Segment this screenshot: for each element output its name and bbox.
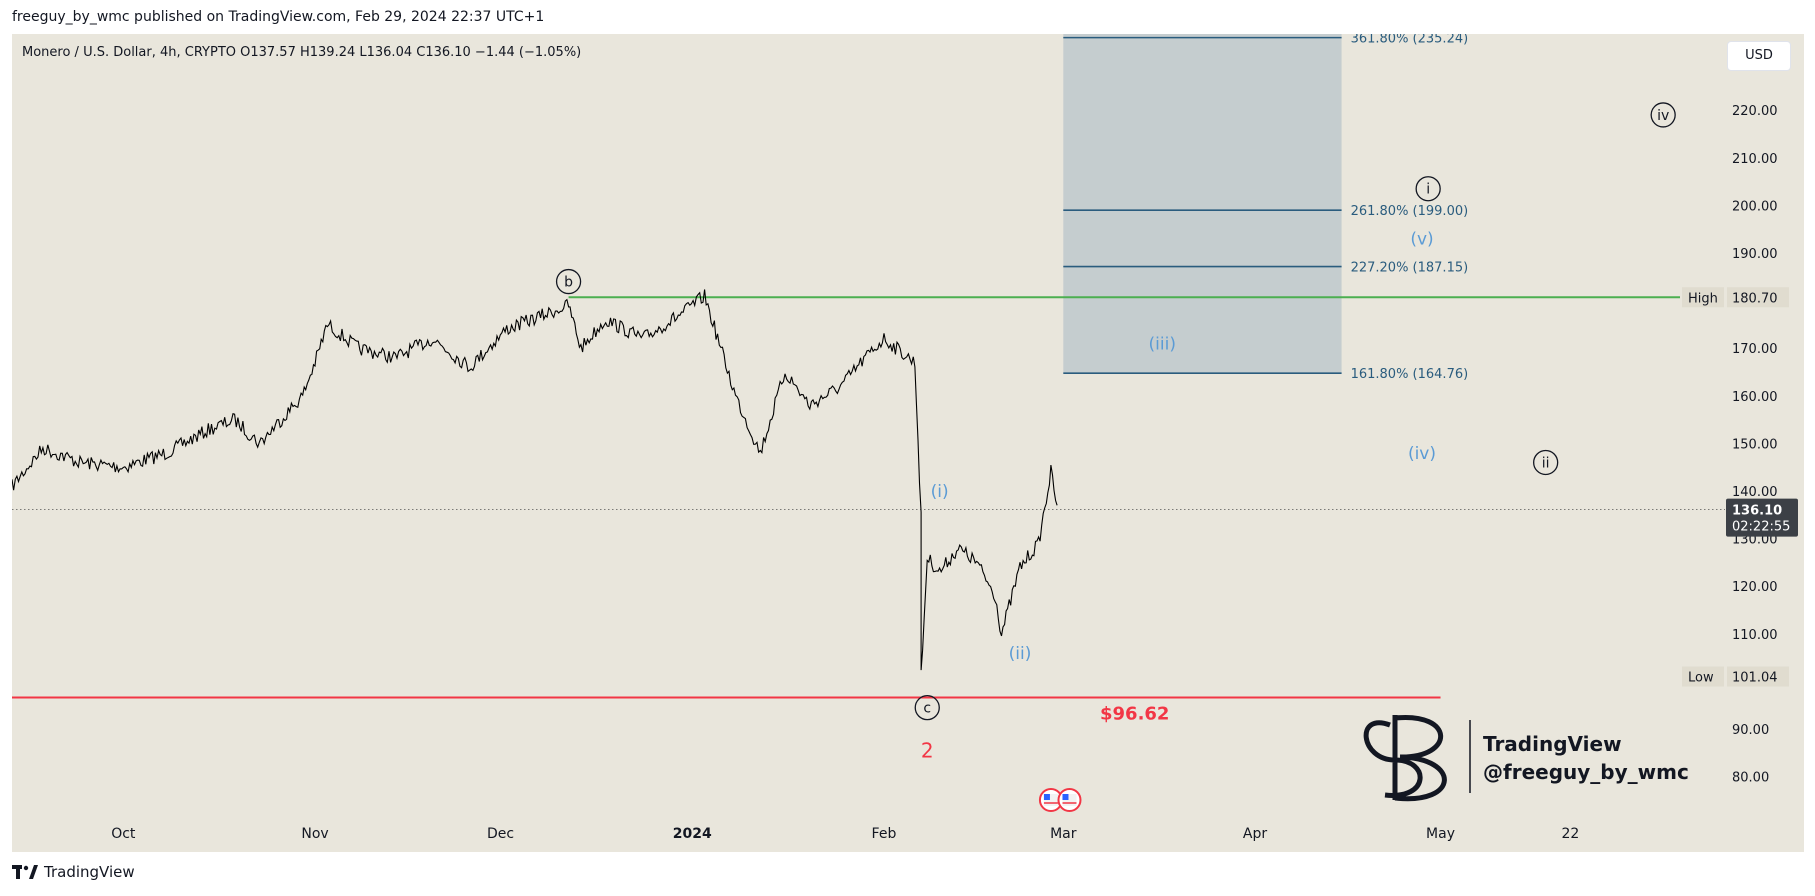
publisher-line: freeguy_by_wmc published on TradingView.… xyxy=(12,9,545,25)
chart-area[interactable] xyxy=(12,34,1804,852)
footer-brand-label: TradingView xyxy=(44,863,135,881)
tradingview-logo-icon xyxy=(12,865,38,879)
currency-button[interactable]: USD xyxy=(1727,41,1791,71)
tradingview-footer[interactable]: TradingView xyxy=(12,863,135,881)
symbol-legend: Monero / U.S. Dollar, 4h, CRYPTO O137.57… xyxy=(22,45,582,60)
